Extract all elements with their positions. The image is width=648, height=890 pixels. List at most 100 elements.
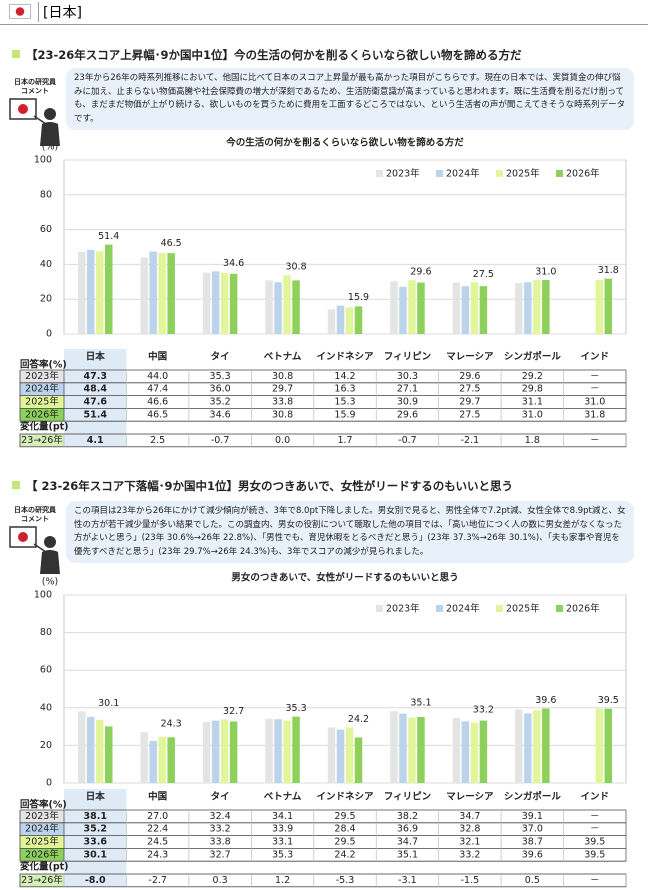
icon-label: 日本の研究員 [14, 506, 56, 514]
change-cell: － [590, 875, 600, 886]
bar [283, 720, 291, 783]
change-cell: － [590, 435, 600, 446]
table-cell: 38.2 [397, 811, 418, 822]
row-label-cell [20, 848, 64, 862]
row-label: 2023年 [25, 370, 59, 382]
bar [229, 273, 238, 334]
table-cell: － [590, 371, 600, 382]
legend-label: 2026年 [566, 603, 600, 615]
icon-figure [9, 526, 60, 574]
table-cell: 39.5 [584, 849, 605, 860]
y-tick-label: 100 [34, 590, 52, 601]
table-cell: 31.0 [584, 397, 605, 408]
table-cell: 31.1 [522, 397, 543, 408]
bar [408, 717, 416, 783]
bar [524, 713, 532, 783]
bar [86, 716, 95, 783]
table-cell: 30.1 [83, 849, 106, 860]
bar [604, 708, 613, 783]
table-cell: － [590, 811, 600, 822]
row-label: 2025年 [25, 836, 59, 848]
x-tick-label: 中国 [148, 791, 167, 803]
x-tick-label: タイ [211, 351, 230, 363]
table-cell: 35.3 [272, 849, 293, 860]
bar [140, 257, 148, 334]
row-label-cell [20, 382, 64, 396]
x-tick-label: ベトナム [264, 792, 302, 803]
comment-box: この項目は23年から26年にかけて減少傾向が続き、3年で8.0pt下降しました。… [66, 501, 634, 563]
y-tick-label: 0 [46, 329, 52, 340]
table-cell: 14.2 [334, 371, 355, 382]
bar [542, 708, 550, 783]
bar [542, 280, 550, 334]
bar [292, 280, 300, 334]
table-cell: 35.2 [210, 397, 231, 408]
table-cell: 35.3 [210, 371, 231, 382]
y-tick-label: 80 [40, 627, 52, 638]
bar-value-label: 33.2 [473, 704, 494, 715]
bar [220, 719, 229, 783]
bar [470, 722, 479, 783]
legend-swatch [376, 170, 383, 177]
table-cell: 38.7 [522, 837, 543, 848]
bar-value-label: 31.8 [598, 265, 619, 276]
change-label: 変化量(pt) [19, 861, 69, 873]
table-cell: 29.7 [459, 397, 480, 408]
change-cell: -2.7 [148, 875, 167, 886]
bar [399, 286, 407, 334]
table-cell: 29.6 [397, 409, 418, 420]
table-cell: 46.6 [147, 397, 168, 408]
table-cell: 32.8 [459, 824, 480, 835]
icon-label: コメント [21, 515, 49, 523]
bar [417, 282, 425, 334]
bar-value-label: 39.5 [598, 695, 619, 706]
change-cell: -3.1 [398, 875, 417, 886]
change-row-label: 23→26年 [21, 874, 63, 886]
bar [77, 711, 86, 783]
bar [220, 272, 229, 334]
table-cell: 34.1 [272, 811, 293, 822]
y-unit: (%) [42, 142, 58, 153]
bar [345, 727, 354, 783]
x-tick-label: インドネシア [316, 792, 374, 803]
plot-frame [63, 594, 627, 784]
table-cell: 34.7 [397, 837, 418, 848]
bar-value-label: 35.1 [410, 698, 431, 709]
change-row-label: 23→26年 [21, 434, 63, 446]
bar [202, 272, 211, 334]
researcher-icon: 日本の研究員 コメント [6, 506, 64, 579]
bar [292, 716, 300, 783]
table-cell: 39.5 [584, 837, 605, 848]
y-tick-label: 20 [40, 740, 52, 751]
row-label-cell [20, 395, 64, 409]
bar [86, 249, 95, 334]
change-cell: 4.1 [87, 435, 104, 446]
highlight-column [64, 349, 127, 447]
table-cell: 27.1 [397, 384, 418, 395]
legend-swatch [556, 605, 563, 612]
table-cell: 34.6 [210, 409, 231, 420]
change-cell: -1.5 [461, 875, 480, 886]
table-cell: 37.0 [522, 824, 543, 835]
row-label: 2025年 [25, 396, 59, 408]
table-cell: 30.8 [272, 409, 293, 420]
table-cell: 33.2 [459, 849, 480, 860]
table-cell: 47.6 [83, 397, 107, 408]
icon-label: コメント [21, 87, 49, 95]
icon-label: 日本の研究員 [14, 78, 56, 86]
table-cell: 35.1 [397, 849, 418, 860]
table-cell: 24.2 [334, 849, 355, 860]
x-tick-label: フィリピン [384, 791, 431, 803]
legend-swatch [496, 605, 503, 612]
bar [479, 720, 488, 783]
change-cell: -2.1 [461, 435, 480, 446]
chart-title: 今の生活の何かを削るくらいなら欲しい物を諦める方だ [226, 137, 464, 149]
x-tick-label: 中国 [148, 351, 167, 363]
bar-value-label: 24.3 [161, 719, 182, 730]
change-cell: -5.3 [336, 875, 355, 886]
table-cell: 33.1 [272, 837, 293, 848]
row-label: 2024年 [25, 383, 59, 395]
table-cell: － [590, 824, 600, 835]
x-tick-label: インドネシア [316, 352, 374, 363]
